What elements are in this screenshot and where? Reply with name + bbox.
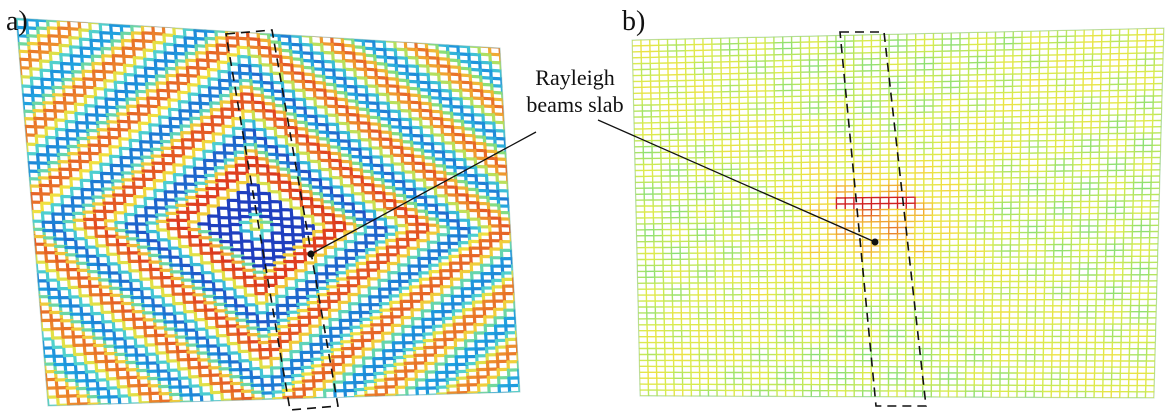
leader-dot-b [871,238,879,246]
leader-dot-a [307,250,315,258]
panel-a-beam-lattice [15,17,521,411]
annotation-line-2: beams slab [526,92,624,117]
panel-b-beam-lattice [631,27,1165,407]
leader-line-a [310,131,537,255]
panel-label-b: b) [622,6,646,37]
slab-outline-a [225,29,339,411]
leader-lines [307,119,879,258]
slab-outline-b [839,31,927,407]
leader-line-b [597,119,876,243]
annotation-label: Rayleigh beams slab [506,64,644,118]
panel-label-a: a) [6,6,28,37]
annotation-line-1: Rayleigh [535,65,615,90]
